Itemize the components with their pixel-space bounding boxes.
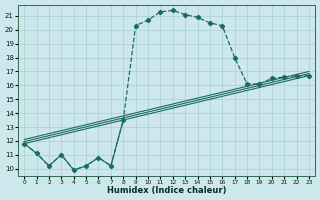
X-axis label: Humidex (Indice chaleur): Humidex (Indice chaleur) (107, 186, 226, 195)
